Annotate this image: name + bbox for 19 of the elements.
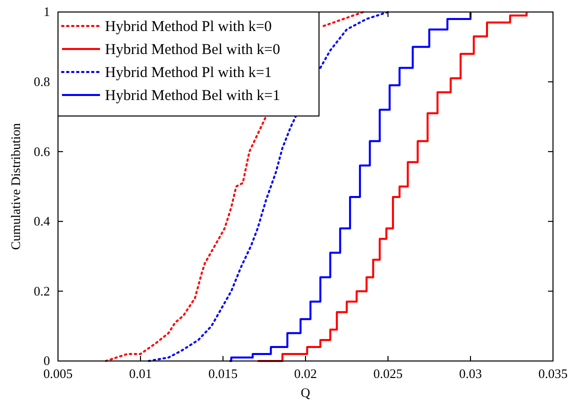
legend-label: Hybrid Method Pl with k=1 [105, 65, 272, 81]
x-tick-label: 0.025 [373, 366, 403, 382]
legend-label: Hybrid Method Pl with k=0 [105, 19, 272, 35]
x-axis-title: Q [300, 385, 311, 400]
x-tick-label: 0.01 [129, 366, 152, 382]
x-tick-label: 0.015 [208, 366, 238, 382]
x-tick-label: 0.02 [294, 366, 317, 382]
x-tick-label: 0.035 [538, 366, 568, 382]
x-tick-label: 0.005 [43, 366, 73, 382]
y-tick-label: 0.6 [34, 144, 50, 159]
legend-label: Hybrid Method Bel with k=0 [105, 42, 280, 58]
y-tick-label: 0.4 [34, 214, 50, 229]
y-axis-title: Cumulative Distribution [8, 122, 23, 250]
y-tick-label: 0.8 [34, 74, 50, 89]
y-tick-label: 1 [44, 4, 50, 20]
legend-label: Hybrid Method Bel with k=1 [105, 88, 280, 104]
y-tick-label: 0.2 [34, 283, 50, 298]
y-tick-label: 0 [44, 353, 50, 368]
x-tick-label: 0.03 [459, 366, 482, 382]
